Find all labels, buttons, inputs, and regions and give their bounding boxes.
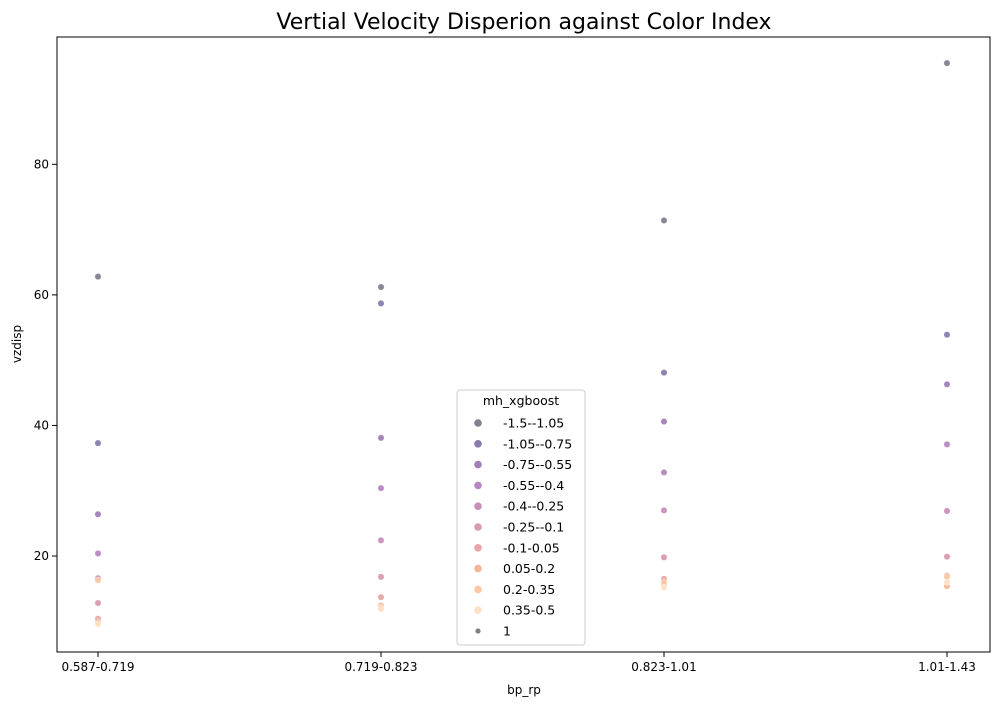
y-tick-label: 80: [34, 157, 49, 171]
legend-marker: [474, 564, 482, 573]
legend-marker: [474, 419, 482, 427]
y-tick-label: 60: [34, 288, 49, 302]
data-point: [660, 583, 668, 591]
legend-marker: [474, 585, 482, 594]
data-point: [943, 331, 951, 339]
legend-marker: [474, 502, 482, 511]
data-point: [377, 484, 385, 492]
legend-entry-label: -0.1-0.05: [503, 540, 560, 555]
data-point: [377, 434, 385, 442]
data-point: [660, 369, 668, 376]
y-tick-label: 20: [34, 549, 49, 563]
legend-entry-label: -0.4--0.25: [503, 499, 564, 514]
data-point: [94, 620, 102, 628]
data-point: [94, 576, 102, 584]
data-point: [943, 59, 951, 67]
x-tick-label: 1.01-1.43: [918, 660, 976, 674]
data-point: [94, 273, 102, 281]
data-point: [660, 217, 668, 224]
legend-entry-label: -1.5--1.05: [503, 416, 564, 431]
y-axis: 20 40 60 80: [34, 157, 57, 563]
data-point: [94, 510, 102, 518]
legend-marker: [474, 606, 482, 614]
legend-marker: [474, 481, 482, 490]
legend-entry-label: -0.25--0.1: [503, 520, 564, 535]
plot-frame: [56, 36, 991, 653]
data-point: [377, 536, 385, 544]
data-point: [377, 299, 385, 307]
data-point: [377, 283, 385, 291]
legend-marker: [474, 460, 482, 469]
data-point: [943, 578, 951, 586]
data-point: [377, 573, 385, 581]
legend-entry-label: 1: [503, 624, 511, 639]
data-point: [660, 553, 668, 561]
legend-entry-label: -0.55--0.4: [503, 478, 564, 493]
chart-title: Vertial Velocity Disperion against Color…: [276, 10, 771, 35]
data-point: [94, 550, 102, 557]
data-point: [660, 506, 668, 514]
legend-entry-label: -0.75--0.55: [503, 457, 572, 472]
x-axis-label: bp_rp: [507, 683, 541, 697]
data-point: [94, 439, 102, 447]
legend-entry-label: 0.05-0.2: [503, 561, 555, 576]
data-point: [660, 469, 668, 476]
legend-frame: [456, 389, 586, 646]
legend-marker: [474, 440, 482, 448]
x-tick-label: 0.719-0.823: [344, 660, 417, 674]
legend-entry-label: 0.2-0.35: [503, 582, 555, 597]
data-point: [377, 593, 385, 601]
legend-marker: [474, 523, 482, 531]
legend-items: -1.5--1.05 -1.05--0.75 -0.75--0.55 -0.55--0…: [474, 416, 572, 639]
x-tick-label: 0.823-1.01: [631, 660, 696, 674]
legend: mh_xgboost -1.5--1.05 -1.05--0.75 -0.75--0…: [456, 389, 586, 646]
data-point: [943, 440, 951, 448]
x-axis: 0.587-0.719 0.719-0.823 0.823-1.01 1.01-1.4…: [61, 652, 976, 674]
y-axis-label: vzdisp: [10, 325, 24, 363]
legend-entry-label: -1.05--0.75: [503, 436, 572, 451]
legend-entry-label: 0.35-0.5: [503, 603, 555, 618]
y-tick-label: 40: [34, 418, 49, 432]
data-point: [94, 599, 102, 607]
legend-marker: [474, 544, 482, 552]
legend-title: mh_xgboost: [483, 393, 559, 408]
data-point: [660, 418, 668, 425]
x-tick-label: 0.587-0.719: [61, 660, 134, 674]
data-point: [943, 380, 951, 388]
data-points: [94, 59, 951, 628]
legend-marker: [475, 628, 481, 634]
data-point: [943, 553, 951, 561]
data-point: [943, 507, 951, 515]
data-point: [377, 605, 385, 613]
